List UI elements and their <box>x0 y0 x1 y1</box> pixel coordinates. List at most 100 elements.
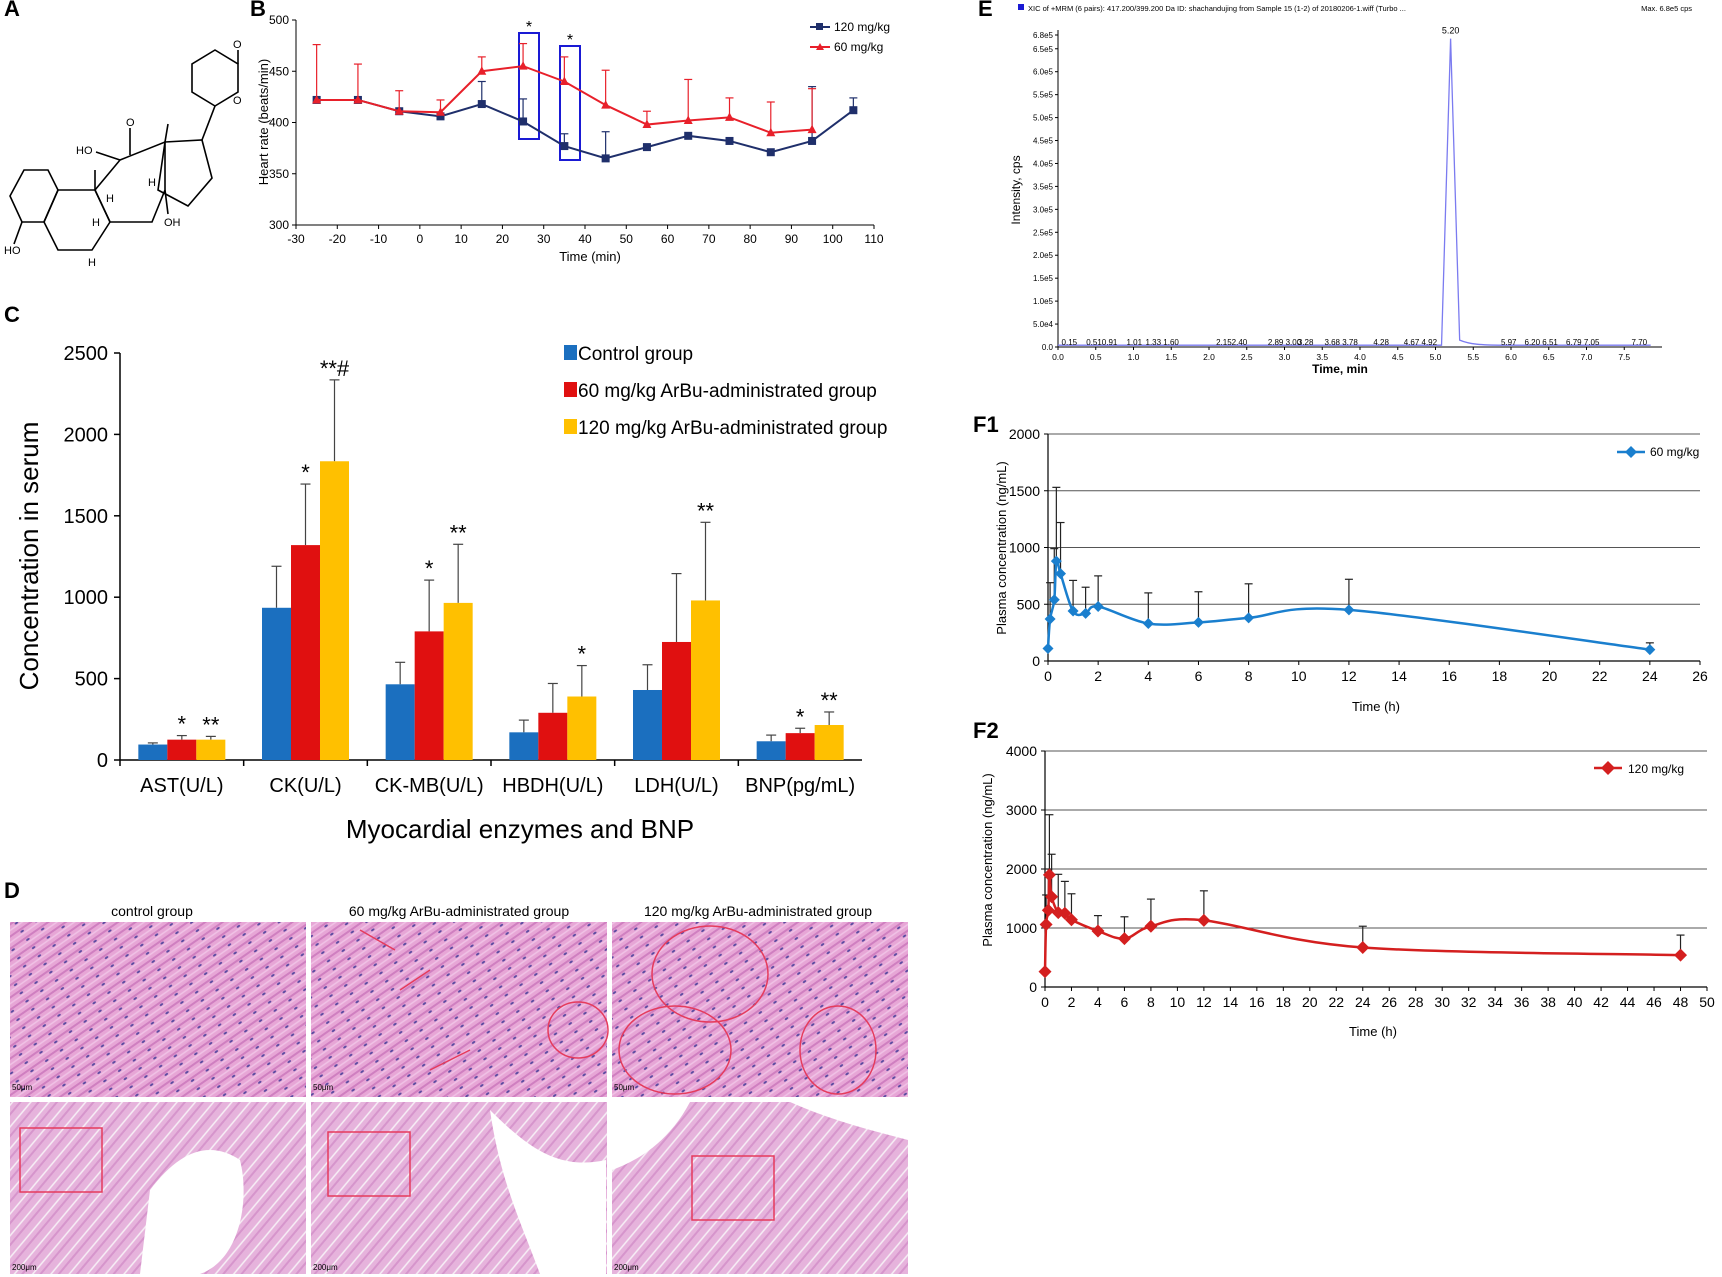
data-point <box>477 66 487 75</box>
x-tick-label: 0.5 <box>1090 352 1102 362</box>
lesion-arrow <box>429 1049 471 1071</box>
data-point <box>642 119 652 129</box>
data-point <box>642 143 651 152</box>
histology-title-control: control group <box>111 903 193 919</box>
data-point <box>725 136 734 145</box>
small-peak-label: 6.79 7.05 <box>1566 338 1600 347</box>
scale-bar-label: 50μm <box>12 1083 33 1092</box>
x-tick-label: BNP(pg/mL) <box>745 775 855 797</box>
y-tick-label: 1000 <box>64 587 109 609</box>
y-tick-label: 3.5e5 <box>1033 182 1054 191</box>
tissue-gap <box>490 1110 606 1274</box>
x-tick-label: 6 <box>1195 668 1203 684</box>
y-tick-label: 1000 <box>1009 540 1040 556</box>
legend-marker-60 <box>816 43 824 50</box>
x-tick-label: 5.5 <box>1467 352 1479 362</box>
methyl-18 <box>164 123 169 143</box>
data-point <box>683 115 693 124</box>
lactone-link <box>201 105 216 141</box>
x-tick-label: 8 <box>1245 668 1253 684</box>
tissue-gap <box>790 1102 908 1140</box>
small-peak-label: 4.67 4.92 <box>1404 338 1438 347</box>
legend-swatch-control <box>564 345 577 360</box>
gridlines <box>1044 750 1707 988</box>
scale-bar-label: 50μm <box>614 1083 635 1092</box>
x-tick-label: 26 <box>1692 668 1708 684</box>
panel-label-a: A <box>4 0 20 21</box>
x-tick-label: 6.5 <box>1543 352 1555 362</box>
zoom-region <box>691 1155 775 1221</box>
x-tick-label: 6 <box>1121 994 1129 1010</box>
tick-labels: -30 -20 -10 0 10 20 30 40 50 60 70 80 90 100 110 300 350… <box>269 13 884 246</box>
x-tick-label: 5.0 <box>1430 352 1442 362</box>
x-tick-label: 60 <box>661 232 675 246</box>
y-tick-label: 1.0e5 <box>1033 297 1054 306</box>
lactone-ring <box>191 49 239 107</box>
bar <box>691 600 720 760</box>
x-tick-label: 42 <box>1593 994 1609 1010</box>
y-tick-label: 300 <box>269 218 289 232</box>
atom-o-carbonyl: O <box>233 39 242 51</box>
data-point <box>1042 643 1054 655</box>
legend-label: 60 mg/kg <box>1650 445 1699 459</box>
ring-d <box>157 139 213 208</box>
significance-mark: * <box>301 460 310 485</box>
scale-bar-label: 200μm <box>12 1263 37 1272</box>
y-tick-label: 350 <box>269 167 289 181</box>
histology-title-120: 120 mg/kg ArBu-administrated group <box>644 903 872 919</box>
gridlines <box>1047 433 1700 662</box>
data-point <box>1117 932 1131 946</box>
x-tick-label: 4 <box>1094 994 1102 1010</box>
y-tick-label: 5.0e4 <box>1033 320 1054 329</box>
data-point <box>725 112 734 121</box>
bar <box>196 739 226 760</box>
legend-swatch-60 <box>564 382 577 397</box>
small-peak-label: 3.68 3.78 <box>1324 338 1358 347</box>
data-point <box>1144 919 1158 933</box>
y-tick-label: 0 <box>97 750 108 772</box>
atom-o-ring: O <box>233 95 242 107</box>
data-point <box>1197 913 1211 927</box>
lesion-arrow <box>359 929 396 951</box>
legend: 120 mg/kg <box>1594 761 1684 776</box>
data-point <box>1045 890 1059 904</box>
x-tick-label: 2.5 <box>1241 352 1253 362</box>
tissue-gap <box>612 1102 690 1170</box>
x-tick-label: 34 <box>1487 994 1503 1010</box>
x-tick-label: 4.5 <box>1392 352 1404 362</box>
atom-o-ketone: O <box>126 117 135 129</box>
x-tick-label: 22 <box>1328 994 1344 1010</box>
y-tick-label: 4.5e5 <box>1033 137 1054 146</box>
x-tick-label: 0 <box>417 232 424 246</box>
data-point <box>1644 644 1656 656</box>
chromatogram-chart: XIC of +MRM (6 pairs): 417.200/399.200 D… <box>1009 4 1692 376</box>
x-tick-label: 22 <box>1592 668 1608 684</box>
x-tick-label: 24 <box>1642 668 1658 684</box>
data-point <box>1091 924 1105 938</box>
pk-120-chart: Plasma concentration (ng/mL) Time (h) 12… <box>980 743 1715 1039</box>
tissue-gap <box>140 1150 244 1274</box>
x-tick-label: 40 <box>1567 994 1583 1010</box>
y-tick-label: 6.5e5 <box>1033 45 1054 54</box>
x-tick-label: 1.0 <box>1128 352 1140 362</box>
data-point <box>1243 612 1255 624</box>
y-tick-label: 2000 <box>1009 426 1040 442</box>
x-tick-label: 24 <box>1355 994 1371 1010</box>
bar <box>814 724 844 760</box>
legend-label-120: 120 mg/kg ArBu-administrated group <box>578 418 887 439</box>
x-tick-label: 70 <box>702 232 716 246</box>
lesion-circle <box>618 1005 732 1095</box>
series <box>1038 814 1688 979</box>
x-tick-label: 14 <box>1391 668 1407 684</box>
x-tick-label: 10 <box>1291 668 1307 684</box>
y-tick-label: 500 <box>75 669 108 691</box>
x-tick-label: 40 <box>578 232 592 246</box>
bars: * *****#********* <box>138 356 844 760</box>
x-tick-label: LDH(U/L) <box>634 775 718 797</box>
scale-bar-label: 200μm <box>614 1263 639 1272</box>
y-axis-label: Plasma concentration (ng/mL) <box>994 461 1009 634</box>
bar <box>756 741 786 760</box>
heart-rate-chart: Heart rate (beats/min) Time (min) 120 mg… <box>256 13 890 264</box>
significance-mark: ** <box>697 498 715 523</box>
oh-bond-11 <box>95 151 121 161</box>
